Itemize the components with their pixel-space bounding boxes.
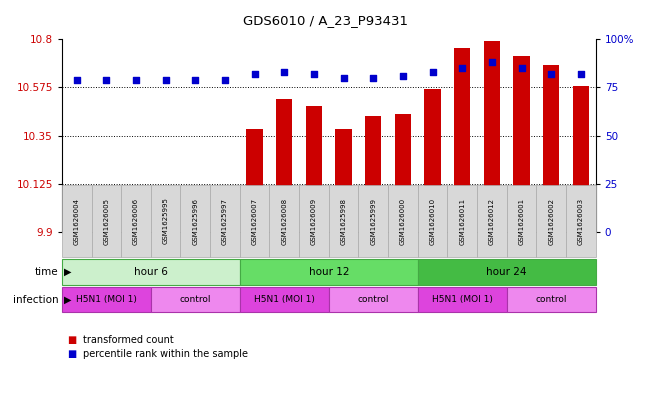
- Text: hour 12: hour 12: [309, 267, 349, 277]
- Text: GDS6010 / A_23_P93431: GDS6010 / A_23_P93431: [243, 14, 408, 27]
- Text: GSM1626012: GSM1626012: [489, 198, 495, 244]
- Point: [160, 77, 171, 83]
- Text: GSM1626005: GSM1626005: [104, 198, 109, 244]
- Bar: [514, 57, 530, 232]
- Bar: [543, 65, 559, 232]
- Bar: [365, 116, 381, 232]
- Text: GSM1626007: GSM1626007: [252, 198, 258, 244]
- Text: H5N1 (MOI 1): H5N1 (MOI 1): [76, 295, 137, 304]
- Text: ▶: ▶: [64, 295, 72, 305]
- Bar: [217, 208, 233, 232]
- Point: [398, 73, 408, 79]
- Text: control: control: [357, 295, 389, 304]
- Bar: [424, 88, 441, 232]
- Point: [575, 71, 586, 77]
- Text: control: control: [535, 295, 567, 304]
- Point: [516, 65, 527, 71]
- Text: hour 24: hour 24: [486, 267, 527, 277]
- Text: GSM1626001: GSM1626001: [519, 198, 525, 244]
- Point: [249, 71, 260, 77]
- Point: [546, 71, 557, 77]
- Text: GSM1625998: GSM1625998: [340, 198, 346, 244]
- Text: GSM1625999: GSM1625999: [370, 198, 376, 244]
- Bar: [98, 204, 115, 232]
- Point: [487, 59, 497, 66]
- Text: H5N1 (MOI 1): H5N1 (MOI 1): [254, 295, 314, 304]
- Text: transformed count: transformed count: [83, 335, 173, 345]
- Text: control: control: [180, 295, 211, 304]
- Bar: [158, 219, 174, 232]
- Text: percentile rank within the sample: percentile rank within the sample: [83, 349, 247, 359]
- Point: [131, 77, 141, 83]
- Bar: [573, 86, 589, 232]
- Bar: [187, 226, 204, 232]
- Point: [427, 69, 437, 75]
- Bar: [128, 213, 144, 232]
- Text: ■: ■: [68, 349, 81, 359]
- Point: [220, 77, 230, 83]
- Text: GSM1626010: GSM1626010: [430, 198, 436, 244]
- Point: [279, 69, 290, 75]
- Bar: [335, 129, 352, 232]
- Text: ▶: ▶: [64, 267, 72, 277]
- Bar: [454, 48, 471, 232]
- Text: GSM1625996: GSM1625996: [192, 198, 199, 244]
- Point: [368, 75, 378, 81]
- Text: infection: infection: [13, 295, 59, 305]
- Text: ■: ■: [68, 335, 81, 345]
- Text: GSM1626006: GSM1626006: [133, 198, 139, 244]
- Text: H5N1 (MOI 1): H5N1 (MOI 1): [432, 295, 493, 304]
- Text: GSM1626004: GSM1626004: [74, 198, 79, 244]
- Text: GSM1626003: GSM1626003: [578, 198, 584, 244]
- Point: [72, 77, 82, 83]
- Text: GSM1625995: GSM1625995: [163, 198, 169, 244]
- Bar: [247, 129, 263, 232]
- Bar: [484, 41, 500, 232]
- Text: GSM1625997: GSM1625997: [222, 198, 228, 244]
- Text: GSM1626000: GSM1626000: [400, 198, 406, 244]
- Point: [190, 77, 201, 83]
- Bar: [306, 106, 322, 232]
- Point: [101, 77, 111, 83]
- Point: [457, 65, 467, 71]
- Text: hour 6: hour 6: [134, 267, 168, 277]
- Point: [339, 75, 349, 81]
- Bar: [68, 198, 85, 232]
- Text: GSM1626002: GSM1626002: [548, 198, 554, 244]
- Bar: [395, 114, 411, 232]
- Point: [309, 71, 319, 77]
- Text: GSM1626011: GSM1626011: [459, 198, 465, 244]
- Bar: [276, 99, 292, 232]
- Text: time: time: [35, 267, 59, 277]
- Text: GSM1626008: GSM1626008: [281, 198, 287, 244]
- Text: GSM1626009: GSM1626009: [311, 198, 317, 244]
